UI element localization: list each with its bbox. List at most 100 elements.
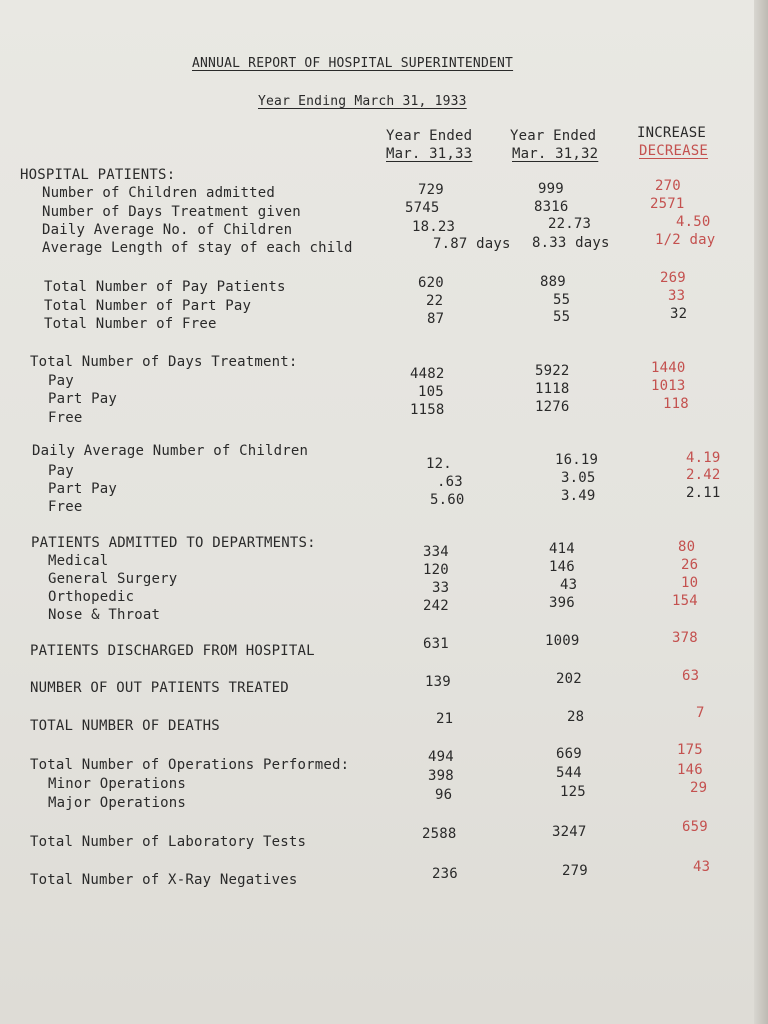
- report-subtitle: Year Ending March 31, 1933: [258, 94, 467, 109]
- col-header-1932-line1: Year Ended: [510, 128, 597, 144]
- col-header-increase: INCREASE: [637, 125, 707, 141]
- value-1933: 236: [432, 866, 458, 882]
- value-1933: .63: [437, 474, 463, 490]
- row-label: Part Pay: [48, 391, 118, 407]
- value-difference: 270: [655, 178, 681, 194]
- row-label-discharged: PATIENTS DISCHARGED FROM HOSPITAL: [30, 643, 315, 659]
- value-1933: 22: [426, 293, 444, 309]
- value-1933: 87: [427, 311, 445, 327]
- row-label: Total Number of Part Pay: [44, 298, 252, 314]
- value-difference: 26: [681, 557, 699, 573]
- section-heading-operations: Total Number of Operations Performed:: [30, 757, 350, 773]
- row-label: Number of Days Treatment given: [42, 204, 301, 220]
- value-1933: 4482: [410, 366, 445, 382]
- section-heading-hospital-patients: HOSPITAL PATIENTS:: [20, 167, 176, 183]
- value-difference: 2.11: [686, 485, 721, 501]
- value-1932: 414: [549, 541, 575, 557]
- col-header-1933-line2: Mar. 31,33: [386, 146, 473, 162]
- value-difference: 29: [690, 780, 708, 796]
- row-label: Free: [48, 499, 83, 515]
- value-1932: 889: [540, 274, 566, 290]
- value-difference: 43: [693, 859, 711, 875]
- value-1932: 8.33 days: [532, 235, 610, 251]
- value-1932: 1276: [535, 399, 570, 415]
- value-1933: 105: [418, 384, 444, 400]
- value-1932: 5922: [535, 363, 570, 379]
- value-1932: 28: [567, 709, 585, 725]
- col-header-1933-line1: Year Ended: [386, 128, 473, 144]
- value-1933: 7.87 days: [433, 236, 511, 252]
- value-difference: 32: [670, 306, 688, 322]
- value-difference: 659: [682, 819, 708, 835]
- value-difference: 7: [696, 705, 705, 721]
- row-label: Medical: [48, 553, 109, 569]
- value-difference: 4.19: [686, 450, 721, 466]
- value-1933: 2588: [422, 826, 457, 842]
- value-1933: 620: [418, 275, 444, 291]
- row-label: Pay: [48, 373, 74, 389]
- value-1932: 43: [560, 577, 578, 593]
- value-1932: 55: [553, 292, 571, 308]
- value-difference: 10: [681, 575, 699, 591]
- value-1932: 544: [556, 765, 582, 781]
- value-difference: 154: [672, 593, 698, 609]
- row-label: Orthopedic: [48, 589, 135, 605]
- value-1933: 120: [423, 562, 449, 578]
- value-1933: 242: [423, 598, 449, 614]
- value-difference: 63: [682, 668, 700, 684]
- value-1932: 1118: [535, 381, 570, 397]
- row-label-lab-tests: Total Number of Laboratory Tests: [30, 834, 307, 850]
- value-1932: 8316: [534, 199, 569, 215]
- value-difference: 1440: [651, 360, 686, 376]
- value-1932: 16.19: [555, 452, 599, 468]
- row-label-deaths: TOTAL NUMBER OF DEATHS: [30, 718, 220, 734]
- value-1933: 334: [423, 544, 449, 560]
- value-difference: 2571: [650, 196, 685, 212]
- row-label: Total Number of Free: [44, 316, 217, 332]
- value-1932: 3247: [552, 824, 587, 840]
- value-1933: 631: [423, 636, 449, 652]
- page-edge-shadow: [754, 0, 768, 1024]
- value-1932: 3.49: [561, 488, 596, 504]
- value-1933: 494: [428, 749, 454, 765]
- report-title: ANNUAL REPORT OF HOSPITAL SUPERINTENDENT: [192, 56, 514, 71]
- value-1932: 202: [556, 671, 582, 687]
- value-difference: 146: [677, 762, 703, 778]
- row-label-xray: Total Number of X-Ray Negatives: [30, 872, 298, 888]
- section-heading-departments: PATIENTS ADMITTED TO DEPARTMENTS:: [31, 535, 316, 551]
- row-label: Minor Operations: [48, 776, 187, 792]
- value-1932: 146: [549, 559, 575, 575]
- value-1933: 5745: [405, 200, 440, 216]
- row-label: Total Number of Pay Patients: [44, 279, 286, 295]
- value-1932: 279: [562, 863, 588, 879]
- section-heading-days-treatment: Total Number of Days Treatment:: [30, 354, 298, 370]
- value-1933: 139: [425, 674, 451, 690]
- value-1933: 21: [436, 711, 454, 727]
- row-label: General Surgery: [48, 571, 178, 587]
- value-1933: 729: [418, 182, 444, 198]
- row-label-out-patients: NUMBER OF OUT PATIENTS TREATED: [30, 680, 289, 696]
- value-1932: 55: [553, 309, 571, 325]
- col-header-1932-line2: Mar. 31,32: [512, 146, 599, 162]
- value-1932: 125: [560, 784, 586, 800]
- value-difference: 378: [672, 630, 698, 646]
- row-label: Part Pay: [48, 481, 118, 497]
- value-difference: 80: [678, 539, 696, 555]
- row-label: Pay: [48, 463, 74, 479]
- value-1932: 1009: [545, 633, 580, 649]
- value-1932: 669: [556, 746, 582, 762]
- value-difference: 4.50: [676, 214, 711, 230]
- value-1932: 22.73: [548, 216, 592, 232]
- value-1933: 12.: [426, 456, 452, 472]
- value-difference: 1013: [651, 378, 686, 394]
- row-label: Free: [48, 410, 83, 426]
- value-1933: 96: [435, 787, 453, 803]
- value-1932: 999: [538, 181, 564, 197]
- value-1933: 33: [432, 580, 450, 596]
- value-1933: 1158: [410, 402, 445, 418]
- value-1932: 3.05: [561, 470, 596, 486]
- section-heading-daily-average: Daily Average Number of Children: [32, 443, 309, 459]
- value-1933: 398: [428, 768, 454, 784]
- value-difference: 175: [677, 742, 703, 758]
